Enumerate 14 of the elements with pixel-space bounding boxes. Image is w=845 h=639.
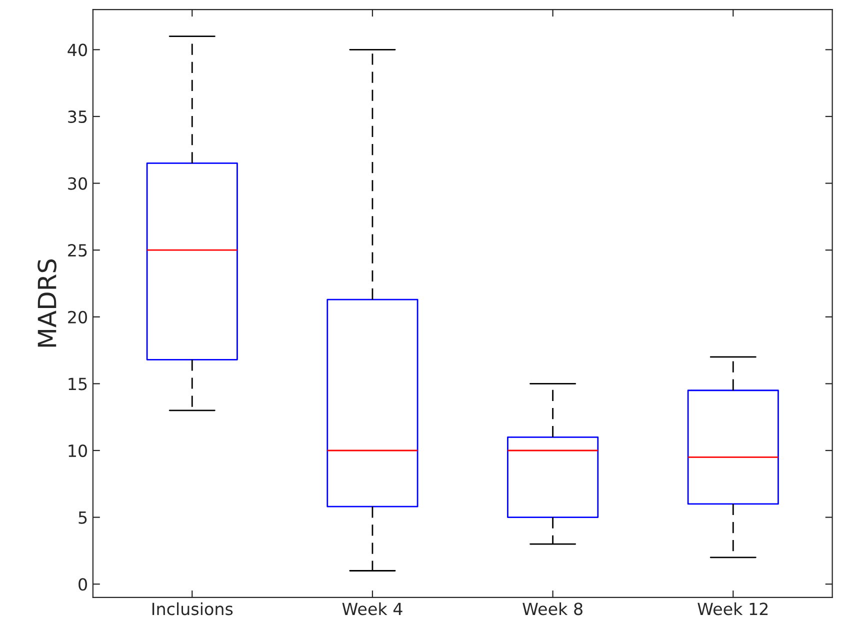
y-tick-label: 0 [78,578,87,591]
y-axis-title: MADRS [38,259,56,347]
y-tick-label: 15 [68,378,87,390]
y-tick-label: 5 [78,511,87,524]
x-tick-label: Inclusions [152,602,233,616]
y-tick-label: 20 [68,310,87,324]
y-tick-label: 30 [68,177,87,190]
x-tick-label: Week 8 [522,602,582,616]
y-tick-label: 25 [68,244,87,257]
y-tick-label: 40 [68,44,87,56]
y-tick-label: 10 [68,444,87,458]
y-tick-label: 35 [68,110,87,124]
x-tick-label: Week 12 [698,602,768,616]
x-tick-label: Week 4 [342,602,402,616]
